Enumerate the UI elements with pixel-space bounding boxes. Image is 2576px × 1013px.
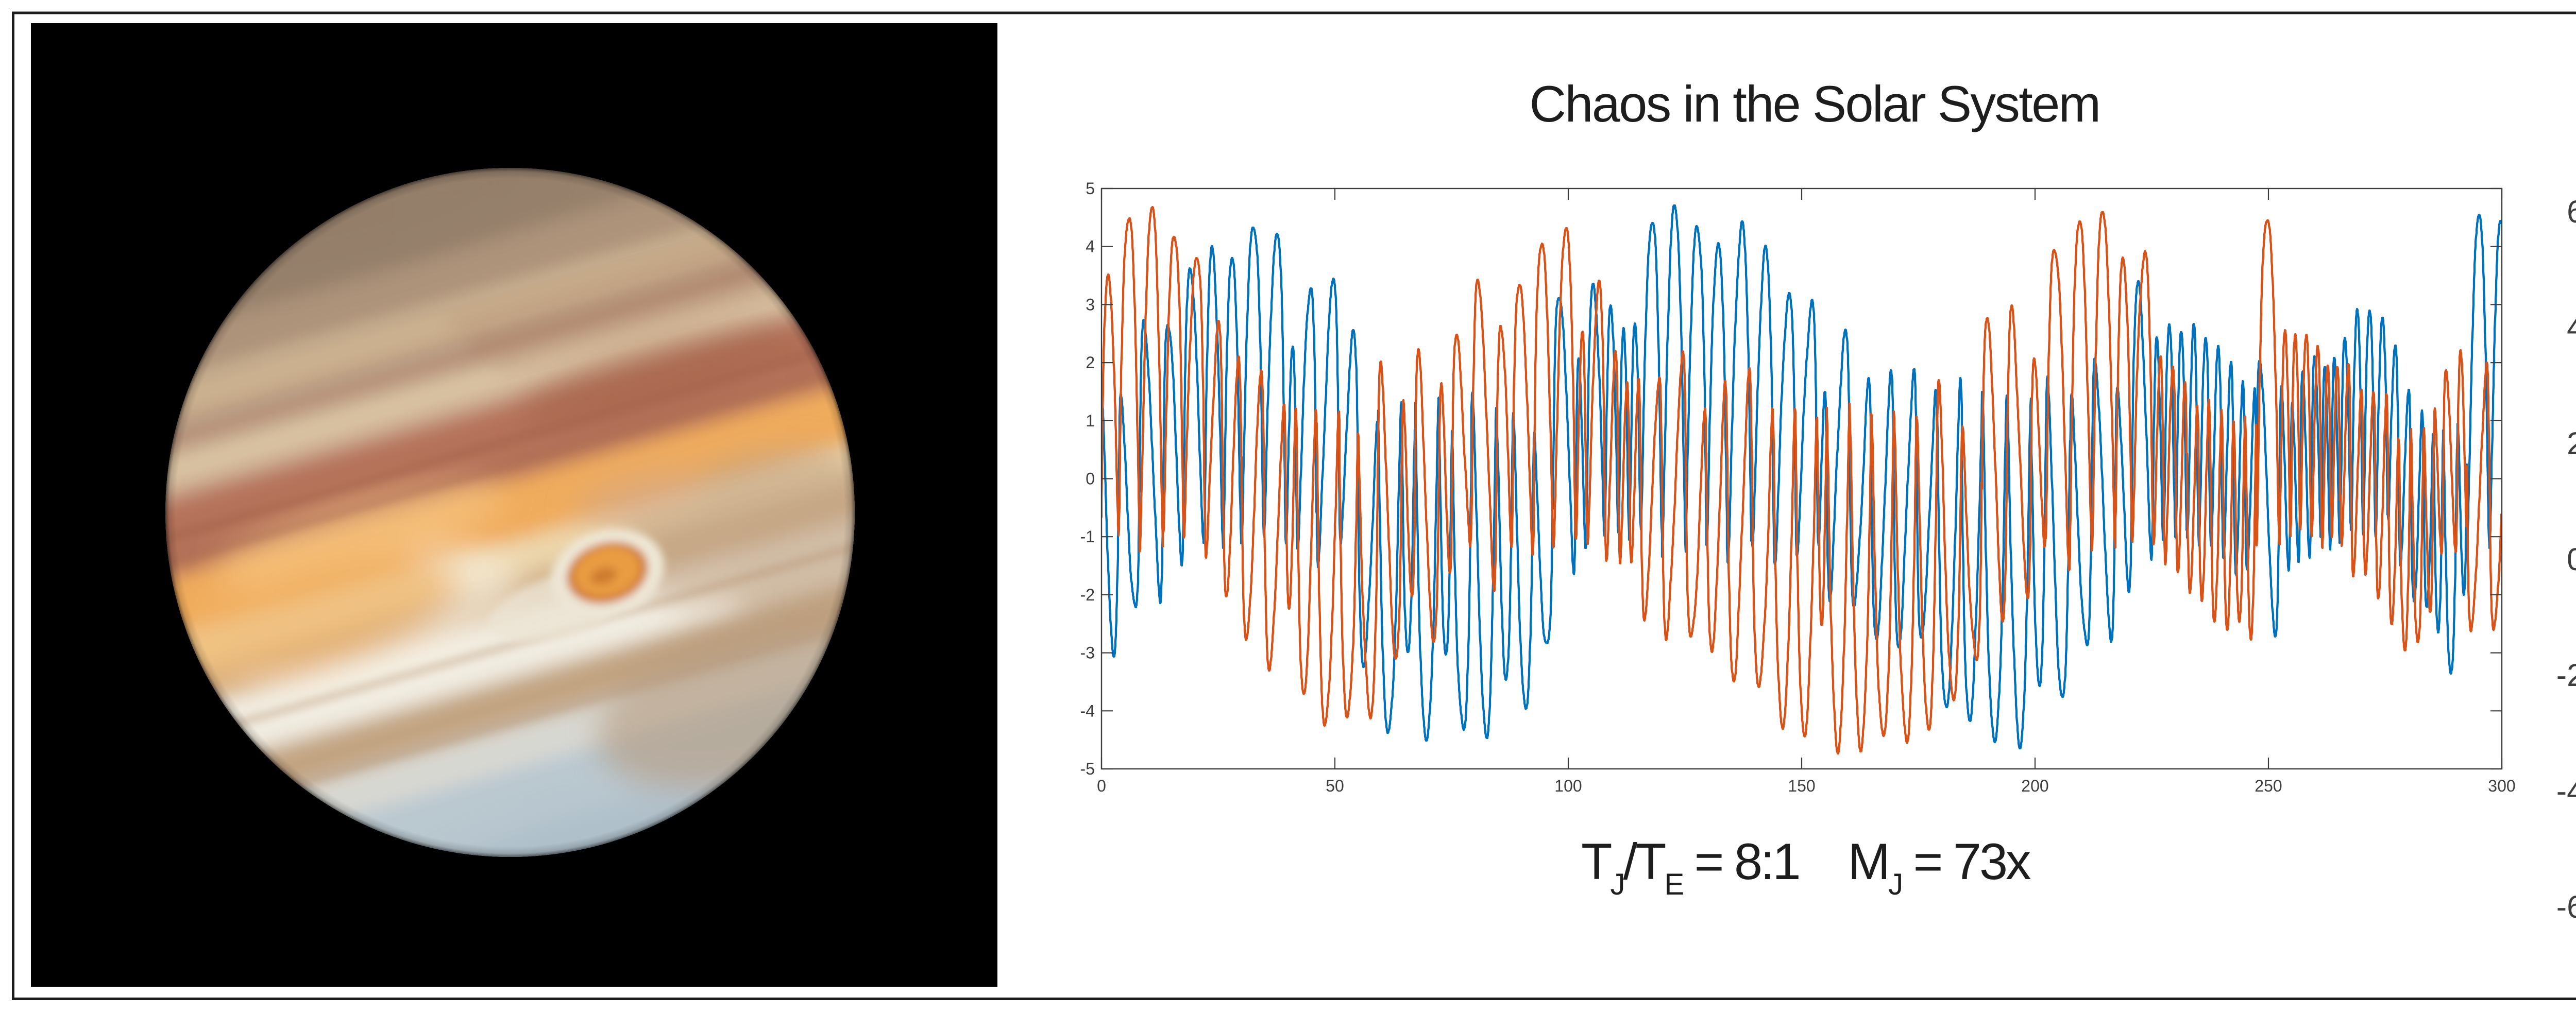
svg-text:-1: -1 — [1080, 527, 1095, 546]
svg-text:0: 0 — [1097, 777, 1106, 795]
svg-text:-6: -6 — [2556, 889, 2576, 924]
svg-text:-2: -2 — [2556, 658, 2576, 693]
svg-text:200: 200 — [2021, 777, 2048, 795]
svg-text:5: 5 — [1086, 179, 1095, 198]
svg-text:4: 4 — [1086, 237, 1095, 256]
svg-text:-4: -4 — [2556, 774, 2576, 809]
svg-text:0: 0 — [1086, 470, 1095, 488]
svg-text:-4: -4 — [1080, 701, 1095, 720]
svg-text:250: 250 — [2255, 777, 2282, 795]
svg-text:50: 50 — [1326, 777, 1344, 795]
svg-text:3: 3 — [1086, 295, 1095, 314]
svg-text:6: 6 — [2567, 194, 2576, 229]
svg-text:0: 0 — [2567, 542, 2576, 577]
svg-text:150: 150 — [1788, 777, 1815, 795]
svg-text:-2: -2 — [1080, 586, 1095, 604]
svg-text:-5: -5 — [1080, 760, 1095, 778]
svg-text:Chaos in the Solar System: Chaos in the Solar System — [1529, 75, 2099, 132]
svg-text:TJ/TE = 8:1MJ = 73x: TJ/TE = 8:1 MJ = 73x — [1581, 833, 2031, 901]
svg-text:-3: -3 — [1080, 644, 1095, 662]
svg-text:100: 100 — [1554, 777, 1582, 795]
svg-text:2: 2 — [2567, 426, 2576, 461]
svg-text:4: 4 — [2567, 310, 2576, 345]
svg-text:2: 2 — [1086, 353, 1095, 372]
svg-text:300: 300 — [2488, 777, 2515, 795]
svg-text:1: 1 — [1086, 411, 1095, 430]
